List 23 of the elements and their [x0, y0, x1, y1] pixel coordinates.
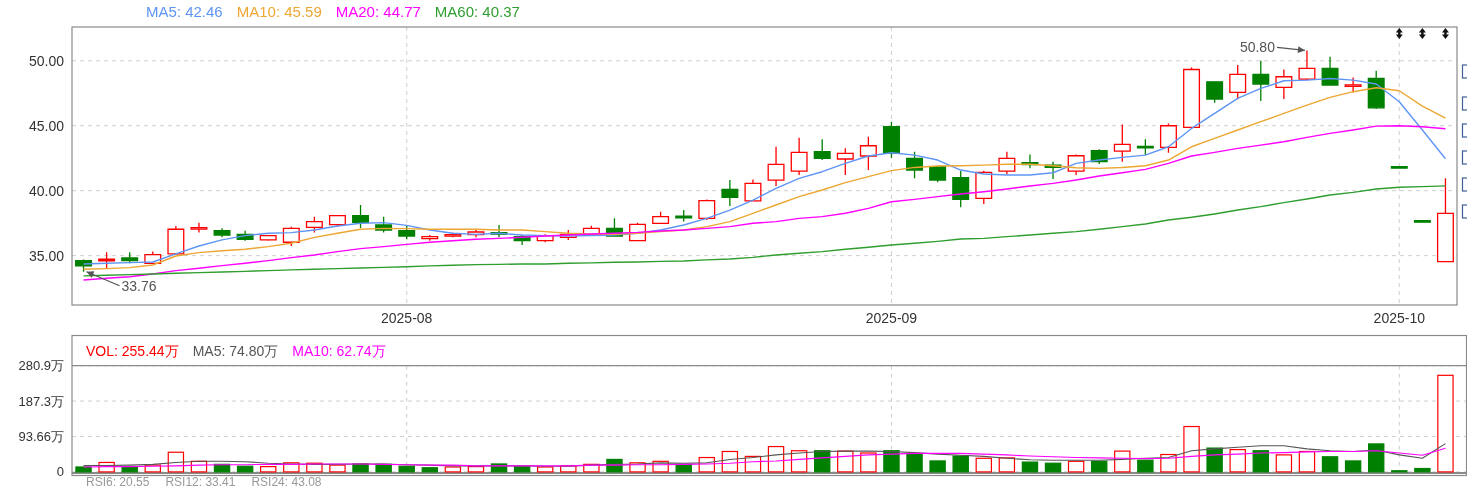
text: MA5: 74.80万	[192, 343, 279, 359]
text: VOL: 255.44万	[86, 343, 179, 359]
text: RSI24: 43.08	[251, 475, 322, 488]
text: RSI12: 33.41	[165, 475, 236, 488]
y-tick-label: 280.9万	[18, 358, 64, 374]
y-tick-label: 93.66万	[18, 428, 64, 444]
y-tick-label: 50.00	[28, 52, 65, 69]
y-tick-label: 0	[56, 464, 64, 480]
x-tick-label: 2025-10	[1373, 310, 1426, 326]
y-tick-label: 45.00	[28, 117, 65, 134]
text: MA5: 42.46	[146, 3, 223, 20]
text: MA10: 45.59	[236, 3, 322, 20]
text: RSI6: 20.55	[86, 475, 150, 488]
y-tick-label: 40.00	[28, 182, 65, 199]
x-tick-label: 2025-09	[865, 310, 918, 326]
annotation: 33.76	[121, 277, 157, 294]
y-tick-label: 35.00	[28, 247, 65, 264]
text: MA10: 62.74万	[292, 343, 386, 359]
y-tick-label: 187.3万	[18, 393, 64, 409]
annotation: 50.80	[1239, 39, 1276, 56]
text: MA20: 44.77	[335, 3, 421, 20]
x-tick-label: 2025-08	[381, 310, 433, 326]
text: MA60: 40.37	[434, 3, 520, 20]
